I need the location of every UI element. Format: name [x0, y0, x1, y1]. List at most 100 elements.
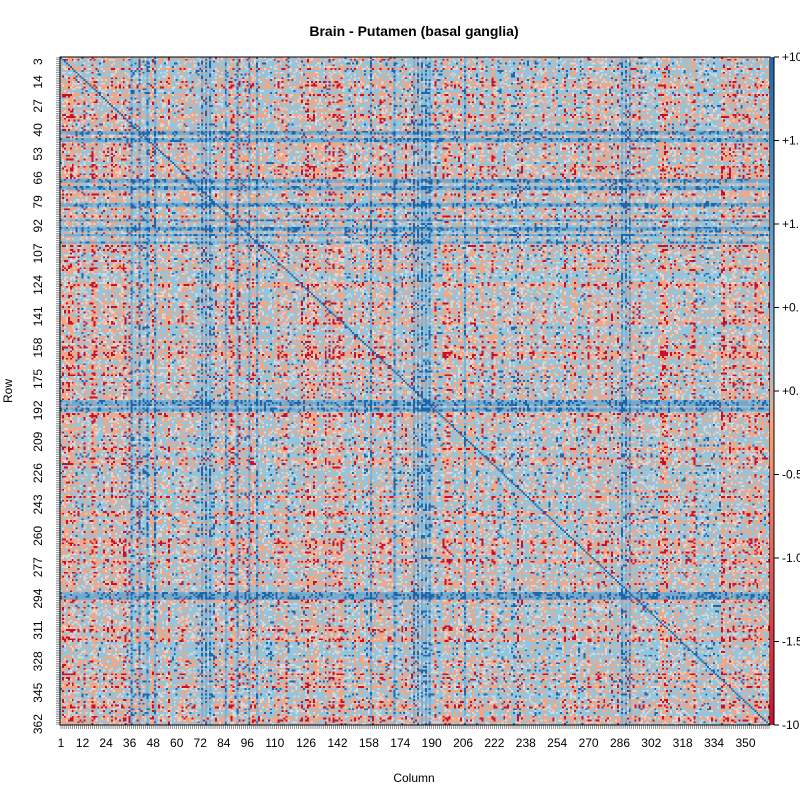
row-bar-18 — [60, 407, 770, 410]
x-tick-label: 190 — [422, 736, 442, 750]
colorbar-strip — [770, 57, 774, 725]
colorbar: +10 +1. +1. +0. +0. -0.5 -1.0 -1.5 -10 — [770, 50, 800, 732]
x-tick-label: 334 — [704, 736, 724, 750]
row-bar-11 — [60, 226, 770, 229]
row-bar-20 — [60, 592, 770, 595]
y-tick-label: 345 — [31, 682, 45, 702]
colorbar-label: +1. — [782, 134, 799, 148]
x-tick-label: 48 — [147, 736, 161, 750]
y-axis-label: Row — [1, 379, 15, 403]
y-tick-label: 362 — [31, 714, 45, 734]
y-tick-label: 40 — [31, 123, 45, 137]
row-bar-16 — [60, 402, 770, 405]
x-tick-label: 238 — [516, 736, 536, 750]
col-bar-3 — [154, 57, 157, 725]
y-tick-label: 158 — [31, 337, 45, 357]
row-bar-4 — [60, 178, 770, 182]
row-bar-0 — [60, 130, 770, 134]
y-tick-label: 141 — [31, 306, 45, 326]
col-bar-6 — [209, 57, 212, 725]
y-tick-label: 328 — [31, 651, 45, 671]
col-bar-16 — [424, 57, 428, 725]
y-tick-label: 294 — [31, 588, 45, 608]
colorbar-label: +0. — [782, 384, 799, 398]
col-bar-10 — [256, 57, 259, 725]
x-tick-marks — [60, 725, 770, 729]
colorbar-ticks — [774, 56, 779, 726]
col-bar-21 — [628, 57, 632, 725]
x-tick-label: 60 — [170, 736, 184, 750]
colorbar-label: +1. — [782, 217, 799, 231]
row-bar-8 — [60, 202, 770, 205]
row-bar-2 — [60, 138, 770, 141]
row-bar-21 — [60, 593, 770, 597]
row-bar-12 — [60, 228, 770, 231]
col-bar-0 — [130, 57, 133, 725]
y-tick-marks — [56, 57, 60, 725]
y-tick-label: 226 — [31, 463, 45, 483]
col-bar-2 — [146, 57, 149, 725]
x-tick-labels: 1 12 24 36 48 60 72 84 96 110 126 142 158 174 190 206 22… — [58, 736, 756, 750]
x-tick-label: 84 — [217, 736, 231, 750]
x-tick-label: 126 — [296, 736, 316, 750]
row-bar-13 — [60, 234, 770, 237]
col-bar-11 — [369, 57, 373, 725]
x-tick-label: 12 — [76, 736, 90, 750]
x-tick-label: 24 — [99, 736, 113, 750]
col-bar-19 — [620, 57, 624, 725]
col-bar-18 — [464, 57, 467, 725]
y-tick-label: 243 — [31, 494, 45, 514]
column-highlight-bars — [130, 57, 632, 725]
row-highlight-bars — [60, 130, 770, 600]
col-bar-20 — [624, 57, 628, 725]
col-bar-8 — [236, 57, 239, 725]
y-tick-label: 27 — [31, 99, 45, 113]
y-tick-label: 3 — [31, 58, 45, 65]
x-tick-label: 72 — [194, 736, 208, 750]
y-tick-label: 107 — [31, 243, 45, 263]
col-bar-5 — [205, 57, 208, 725]
x-tick-label: 270 — [579, 736, 599, 750]
x-tick-label: 142 — [327, 736, 347, 750]
x-tick-label: 158 — [359, 736, 379, 750]
col-bar-1 — [138, 57, 141, 725]
row-bar-10 — [60, 219, 770, 222]
x-tick-label: 318 — [673, 736, 693, 750]
colorbar-label: -1.0 — [782, 551, 800, 565]
x-tick-label: 110 — [265, 736, 284, 750]
col-bar-14 — [416, 57, 420, 725]
row-bar-23 — [60, 597, 770, 600]
row-bar-17 — [60, 403, 770, 407]
row-bar-19 — [60, 409, 770, 412]
y-tick-label: 79 — [31, 195, 45, 209]
colorbar-labels: +10 +1. +1. +0. +0. -0.5 -1.0 -1.5 -10 — [782, 50, 800, 732]
row-bar-3 — [60, 140, 770, 143]
row-bar-9 — [60, 204, 770, 207]
colorbar-label: -1.5 — [782, 635, 800, 649]
row-bar-15 — [60, 400, 770, 403]
heatmap-cells — [60, 57, 770, 725]
plot-area — [59, 56, 771, 726]
row-bar-7 — [60, 188, 770, 191]
x-tick-label: 36 — [123, 736, 137, 750]
row-bar-14 — [60, 241, 770, 244]
x-tick-label: 206 — [453, 736, 473, 750]
y-tick-label: 277 — [31, 557, 45, 577]
y-tick-label: 124 — [31, 275, 45, 295]
row-bar-1 — [60, 132, 770, 135]
col-bar-13 — [413, 57, 416, 725]
col-bar-15 — [420, 57, 424, 725]
col-bar-4 — [201, 57, 204, 725]
y-tick-label: 260 — [31, 526, 45, 546]
colorbar-label: -10 — [782, 718, 800, 732]
y-tick-label: 92 — [31, 219, 45, 233]
x-tick-label: 174 — [390, 736, 410, 750]
x-tick-label: 96 — [241, 736, 255, 750]
y-tick-label: 311 — [31, 620, 45, 639]
chart-title: Brain - Putamen (basal ganglia) — [309, 23, 518, 39]
x-tick-label: 254 — [547, 736, 567, 750]
y-tick-label: 175 — [31, 369, 45, 389]
x-tick-label: 302 — [641, 736, 661, 750]
